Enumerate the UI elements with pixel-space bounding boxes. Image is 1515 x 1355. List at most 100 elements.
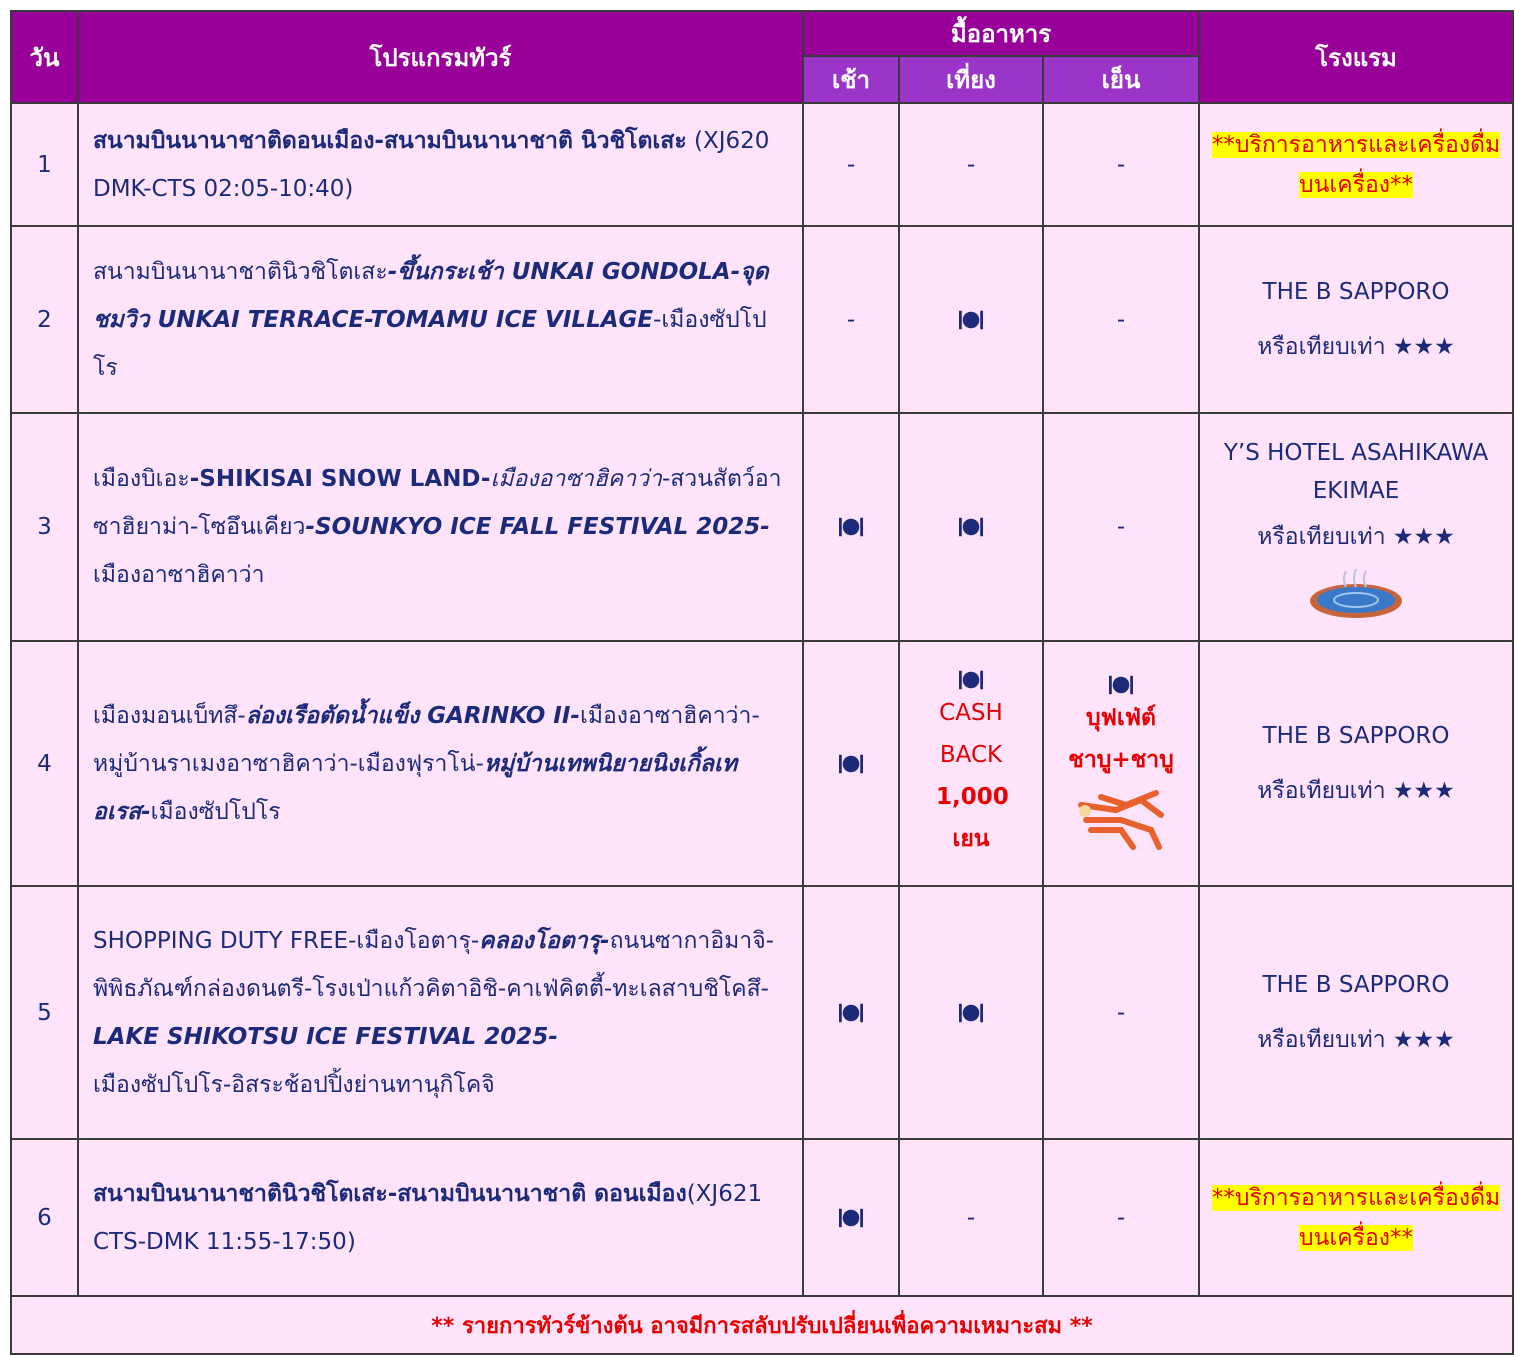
header-row: วัน โปรแกรมทัวร์ มื้ออาหาร โรงแรม <box>10 10 1515 104</box>
header-program: โปรแกรมทัวร์ <box>77 10 804 104</box>
segment: หมู่บ้านเทพนิยายนิงเกิ้ลเทอเรส- <box>93 750 738 825</box>
meal-icon <box>957 308 985 332</box>
header-row: เช้า เที่ยง เย็น <box>11 55 1513 104</box>
segment: เมืองอาซาฮิคาว่า-หมู่บ้านราเมงอาซาฮิคาว่… <box>93 702 760 777</box>
header-day: วัน <box>10 10 79 104</box>
row: 1 สนามบินนานาชาติดอนเมือง-สนามบินนานาชาต… <box>10 102 1515 227</box>
dinner: - <box>1041 225 1201 414</box>
program: SHOPPING DUTY FREE-เมืองโอตารุ-คลองโอตาร… <box>77 885 804 1140</box>
meal-icon <box>957 515 985 539</box>
segment: สนามบินนานาชาตินิวชิโตเสะ-สนามบินนานาชาต… <box>93 1180 687 1207</box>
segment: ถนนซากาอิมาจิ-พิพิธภัณฑ์กล่องดนตรี-โรงเป… <box>93 927 774 1002</box>
lunch <box>898 225 1044 414</box>
meal-icon <box>957 668 985 692</box>
segment: เมืองอาซาฮิคาว่า <box>490 466 662 492</box>
header-meals: มื้ออาหาร <box>801 10 1201 57</box>
row: 3 เมืองบิเอะ-SHIKISAI SNOW LAND-เมืองอาซ… <box>10 412 1515 642</box>
segment: (XJ621 CTS-DMK 11:55-17:50) <box>93 1180 763 1255</box>
cashback: CASH BACK <box>939 699 1003 768</box>
meal-icon <box>837 752 865 776</box>
header-hotel: โรงแรม <box>1198 10 1515 104</box>
breakfast <box>802 885 900 1140</box>
segment: เมืองซัปโปโร-อิสระช้อปปิ้งย่านทานุกิโคจิ <box>93 1071 495 1098</box>
dinner: บุฟเฟ่ต์ ชาบู+ชาบู <box>1041 640 1201 887</box>
breakfast <box>802 1138 900 1297</box>
header-dinner: เย็น <box>1041 55 1201 104</box>
footer-row: ** รายการทัวร์ข้างต้น อาจมีการสลับปรับเป… <box>9 1295 1515 1355</box>
segment: -SOUNKYO ICE FALL FESTIVAL 2025- <box>305 514 770 540</box>
dinner: - <box>1041 885 1201 1140</box>
segment: เมืองอาซาฮิคาว่า <box>93 562 265 588</box>
dinner: - <box>1041 102 1201 227</box>
program: สนามบินนานาชาตินิวชิโตเสะ-ขึ้นกระเช้า UN… <box>77 225 804 414</box>
dinner-note: บุฟเฟ่ต์ ชาบู+ชาบู <box>1068 704 1174 773</box>
segment: LAKE SHIKOTSU ICE FESTIVAL 2025- <box>93 1023 558 1050</box>
day: 2 <box>10 225 79 414</box>
row: 6 สนามบินนานาชาตินิวชิโตเสะ-สนามบินนานาช… <box>10 1138 1515 1297</box>
lunch: CASH BACK 1,000 เยน <box>898 640 1044 887</box>
hotel-rating: หรือเทียบเท่า ★★★ <box>1257 1026 1455 1053</box>
hotel-name: Y’S HOTEL ASAHIKAWA EKIMAE <box>1223 439 1489 504</box>
program: สนามบินนานาชาติดอนเมือง-สนามบินนานาชาติ … <box>77 102 804 227</box>
breakfast: - <box>802 102 900 227</box>
header-breakfast: เช้า <box>802 55 900 104</box>
hotel-name: THE B SAPPORO <box>1262 278 1450 305</box>
segment: เมืองซัปโปโร <box>150 798 281 825</box>
hotel-rating: หรือเทียบเท่า ★★★ <box>1257 523 1455 550</box>
lunch: - <box>898 1138 1044 1297</box>
segment: คลองโอตารุ- <box>479 927 610 954</box>
day: 6 <box>10 1138 79 1297</box>
hotel: THE B SAPPORO หรือเทียบเท่า ★★★ <box>1198 640 1515 887</box>
itinerary-table: วัน โปรแกรมทัวร์ มื้ออาหาร โรงแรม เช้า เ… <box>9 10 1515 1355</box>
row: 4 เมืองมอนเบ็ทสึ-ล่องเรือตัดน้ำแข็ง GARI… <box>10 640 1515 887</box>
segment: เมืองมอนเบ็ทสึ- <box>93 702 246 729</box>
row: 2 สนามบินนานาชาตินิวชิโตเสะ-ขึ้นกระเช้า … <box>10 225 1515 414</box>
segment: สนามบินนานาชาติดอนเมือง-สนามบินนานาชาติ … <box>93 127 687 154</box>
segment: สนามบินนานาชาตินิวชิโตเสะ <box>93 258 388 285</box>
breakfast <box>802 640 900 887</box>
lunch <box>898 885 1044 1140</box>
onsen-icon <box>1310 568 1403 618</box>
program: เมืองมอนเบ็ทสึ-ล่องเรือตัดน้ำแข็ง GARINK… <box>77 640 804 887</box>
hotel-rating: หรือเทียบเท่า ★★★ <box>1257 333 1455 360</box>
hotel-note: **บริการอาหารและเครื่องดื่มบนเครื่อง** <box>1211 131 1501 198</box>
program: สนามบินนานาชาตินิวชิโตเสะ-สนามบินนานาชาต… <box>77 1138 804 1297</box>
segment: -สวนสัตว์อาซาฮิยาม่า-โซอึนเคียว <box>93 466 782 540</box>
meal-icon <box>837 1001 865 1025</box>
program: เมืองบิเอะ-SHIKISAI SNOW LAND-เมืองอาซาฮ… <box>77 412 804 642</box>
day: 1 <box>10 102 79 227</box>
hotel-name: THE B SAPPORO <box>1262 971 1450 998</box>
hotel-rating: หรือเทียบเท่า ★★★ <box>1257 777 1455 804</box>
segment: SHOPPING DUTY FREE-เมืองโอตารุ- <box>93 927 480 954</box>
footer-note: ** รายการทัวร์ข้างต้น อาจมีการสลับปรับเป… <box>9 1295 1515 1355</box>
hotel-note: **บริการอาหารและเครื่องดื่มบนเครื่อง** <box>1211 1184 1501 1251</box>
segment: -SHIKISAI SNOW LAND- <box>189 466 491 492</box>
dinner: - <box>1041 1138 1201 1297</box>
segment: (XJ620 DMK-CTS 02:05-10:40) <box>93 127 770 202</box>
day: 5 <box>10 885 79 1140</box>
dinner: - <box>1041 412 1201 642</box>
row: 5 SHOPPING DUTY FREE-เมืองโอตารุ-คลองโอต… <box>10 885 1515 1140</box>
hotel: **บริการอาหารและเครื่องดื่มบนเครื่อง** <box>1198 102 1515 227</box>
segment: -ขึ้นกระเช้า UNKAI GONDOLA-จุดชมวิว UNKA… <box>93 258 769 333</box>
hotel: **บริการอาหารและเครื่องดื่มบนเครื่อง** <box>1198 1138 1515 1297</box>
hotel: Y’S HOTEL ASAHIKAWA EKIMAE หรือเทียบเท่า … <box>1198 412 1515 642</box>
lunch <box>898 412 1044 642</box>
hotel: THE B SAPPORO หรือเทียบเท่า ★★★ <box>1198 225 1515 414</box>
segment: -เมืองซัปโปโร <box>93 306 767 381</box>
breakfast <box>802 412 900 642</box>
meal-icon <box>1107 673 1135 697</box>
day: 3 <box>10 412 79 642</box>
meal-icon <box>837 1206 865 1230</box>
meal-icon <box>837 515 865 539</box>
meal-icon <box>957 1001 985 1025</box>
hotel-name: THE B SAPPORO <box>1262 722 1450 749</box>
lunch: - <box>898 102 1044 227</box>
hotel: THE B SAPPORO หรือเทียบเท่า ★★★ <box>1198 885 1515 1140</box>
breakfast: - <box>802 225 900 414</box>
crab-icon <box>1078 789 1165 850</box>
segment: เมืองบิเอะ <box>93 466 190 492</box>
day: 4 <box>10 640 79 887</box>
